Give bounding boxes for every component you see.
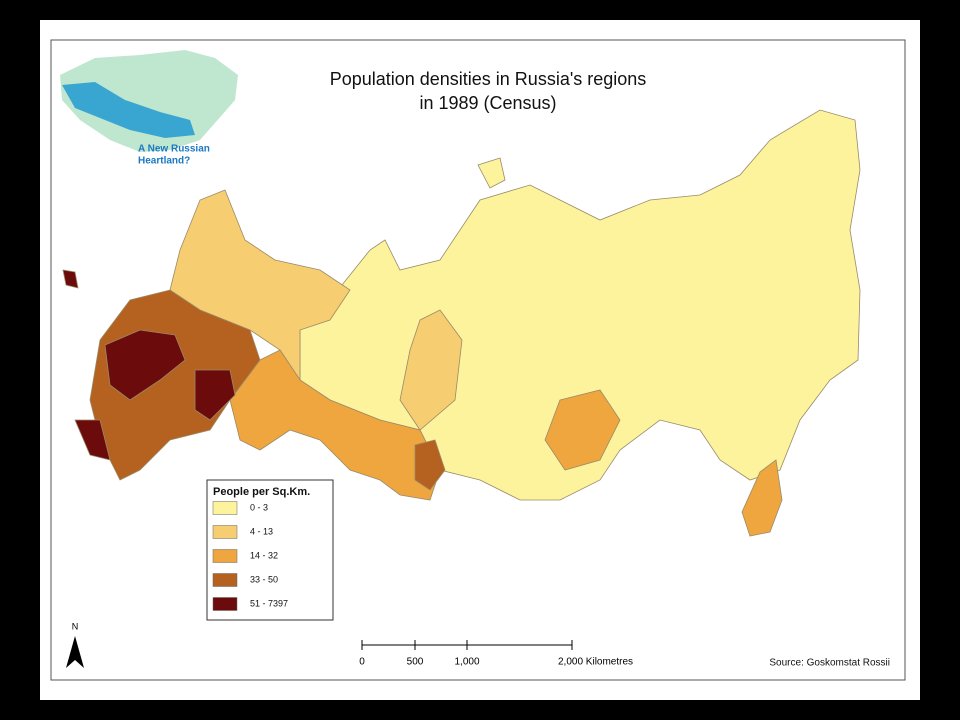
title: Population densities in Russia's regions [330,69,647,89]
logo-text: A New Russian [138,144,210,155]
legend-label: 33 - 50 [250,574,278,584]
region [741,459,783,537]
scale-label: 1,000 [454,657,479,668]
legend-swatch [212,549,238,563]
scale-bar: 0 500 1,000 2,000 Kilometres [359,640,633,668]
scale-label: 0 [359,657,365,668]
north-arrow-shape [66,636,84,668]
source: Source: Goskomstat Rossii [769,658,890,669]
region [399,309,463,431]
legend-title: People per Sq.Km. [213,486,310,498]
north-arrow: N [66,621,84,668]
map-frame [50,39,906,681]
map [62,109,861,537]
scale-label: 2,000 Kilometres [558,657,633,668]
region [62,269,79,289]
logo-band [62,82,195,138]
legend-label: 14 - 32 [250,550,278,560]
legend-label: 4 - 13 [250,526,273,536]
legend-swatch [212,597,238,611]
region [74,419,111,461]
region [414,439,446,491]
legend-label: 51 - 7397 [250,598,288,608]
logo-text: Heartland? [138,156,190,167]
legend-label: 0 - 3 [250,502,268,512]
region [477,157,506,189]
legend-swatch [212,525,238,539]
logo-map [60,50,238,152]
legend-swatch [212,573,238,587]
title: in 1989 (Census) [419,93,556,113]
legend: People per Sq.Km. 0 - 3 4 - 13 14 - 32 33 -… [206,479,334,621]
legend-items: 0 - 3 4 - 13 14 - 32 33 - 50 51 - 7397 [212,501,288,611]
region [104,329,186,401]
region [194,369,236,421]
region [544,389,621,471]
scale-label: 500 [407,657,424,668]
logo: A New Russian Heartland? [60,50,238,167]
north-label: N [72,621,79,631]
legend-swatch [212,501,238,515]
